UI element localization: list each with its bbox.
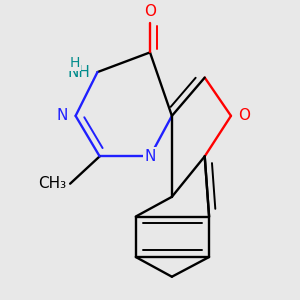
- Text: CH₃: CH₃: [38, 176, 66, 191]
- Text: NH: NH: [67, 64, 90, 80]
- Text: O: O: [238, 108, 250, 123]
- Text: O: O: [144, 4, 156, 19]
- Text: N: N: [144, 149, 156, 164]
- Text: H: H: [69, 56, 80, 70]
- Text: N: N: [57, 108, 68, 123]
